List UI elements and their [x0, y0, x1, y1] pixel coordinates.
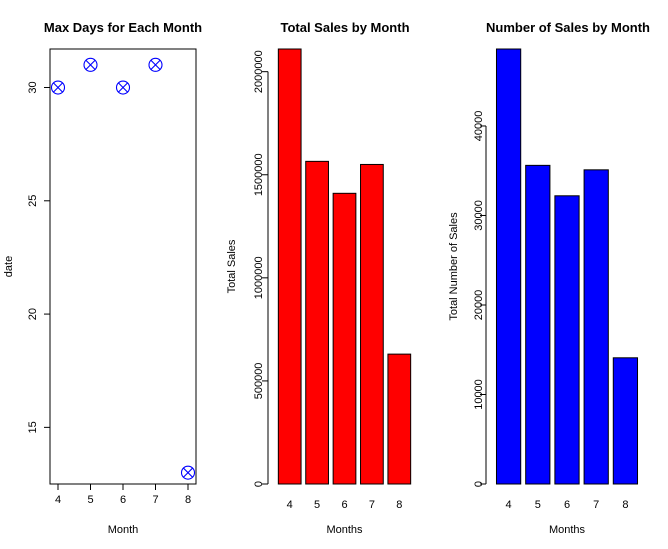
- y-axis-label: Total Number of Sales: [448, 212, 460, 321]
- x-axis-label: Month: [108, 524, 139, 536]
- point-cross: [183, 467, 193, 478]
- bar: [387, 353, 412, 485]
- x-axis-label: Months: [549, 524, 586, 536]
- point-cross: [85, 59, 96, 70]
- plot-frame: [49, 48, 197, 485]
- y-tick-label: 15: [27, 421, 39, 433]
- y-tick-label: 40000: [473, 111, 485, 142]
- x-tick-label: 4: [506, 499, 512, 511]
- bar: [525, 164, 551, 485]
- y-tick-label: 500000: [253, 363, 265, 400]
- y-tick-label: 0: [473, 481, 485, 487]
- point-circle: [148, 57, 163, 72]
- x-tick-label: 6: [564, 499, 570, 511]
- point-circle: [180, 465, 196, 480]
- x-tick-label: 7: [152, 494, 158, 506]
- data-point: [50, 80, 66, 95]
- x-tick-label: 5: [535, 499, 541, 511]
- y-tick-label: 1000000: [253, 256, 265, 299]
- y-tick-label: 20000: [473, 290, 485, 321]
- x-tick-label: 4: [287, 499, 293, 511]
- bar: [554, 195, 580, 485]
- x-tick-label: 8: [396, 499, 402, 511]
- x-tick-label: 4: [55, 494, 61, 506]
- point-circle: [50, 80, 66, 95]
- y-tick-label: 0: [253, 481, 265, 487]
- point-cross: [150, 59, 161, 70]
- bar: [277, 48, 302, 485]
- x-tick-label: 8: [622, 499, 628, 511]
- y-tick-label: 2000000: [253, 50, 265, 93]
- x-tick-label: 5: [314, 499, 320, 511]
- y-tick-label: 1500000: [253, 153, 265, 196]
- bar: [305, 160, 329, 485]
- x-tick-label: 6: [120, 494, 126, 506]
- y-tick-label: 25: [27, 195, 39, 207]
- x-tick-label: 6: [341, 499, 347, 511]
- y-axis-label: date: [3, 256, 15, 277]
- x-tick-label: 7: [593, 499, 599, 511]
- data-point: [148, 57, 163, 72]
- point-circle: [83, 57, 98, 72]
- x-tick-label: 7: [369, 499, 375, 511]
- data-point: [115, 80, 131, 95]
- point-cross: [53, 82, 63, 93]
- bar: [332, 192, 357, 485]
- x-tick-label: 8: [185, 494, 191, 506]
- x-axis-label: Months: [326, 524, 363, 536]
- y-tick-label: 20: [27, 308, 39, 320]
- data-point: [83, 57, 98, 72]
- point-circle: [115, 80, 131, 95]
- point-cross: [118, 82, 128, 93]
- y-tick-label: 30: [27, 81, 39, 93]
- data-point: [180, 465, 196, 480]
- bar: [360, 163, 384, 485]
- bar: [495, 48, 522, 485]
- bar: [612, 357, 639, 485]
- y-axis-label: Total Sales: [226, 239, 238, 293]
- chart-title: Total Sales by Month: [280, 20, 409, 35]
- chart-title: Number of Sales by Month: [486, 20, 650, 35]
- x-tick-label: 5: [87, 494, 93, 506]
- y-tick-label: 10000: [473, 379, 485, 410]
- y-tick-label: 30000: [473, 200, 485, 231]
- chart-title: Max Days for Each Month: [44, 20, 202, 35]
- bar: [583, 169, 609, 485]
